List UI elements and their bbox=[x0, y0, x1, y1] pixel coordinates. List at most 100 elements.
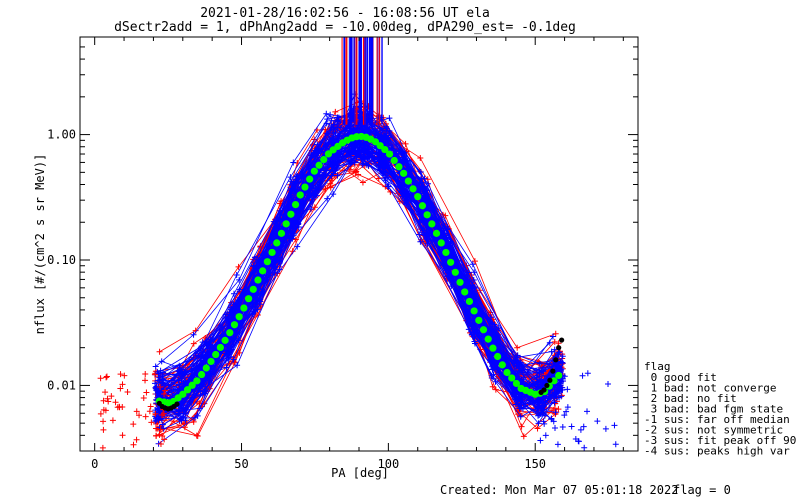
footer-created: Created: Mon Mar 07 05:01:18 2022 bbox=[440, 483, 678, 497]
trace-point bbox=[559, 360, 566, 367]
trace-point bbox=[552, 393, 559, 400]
trace-point bbox=[100, 397, 107, 404]
trace-point bbox=[109, 417, 116, 424]
trace-point bbox=[330, 161, 337, 168]
trace-point bbox=[546, 361, 553, 368]
fit-point bbox=[465, 297, 474, 306]
trace-point bbox=[227, 353, 234, 360]
trace-point bbox=[577, 426, 584, 433]
trace-point bbox=[517, 413, 524, 420]
trace-point bbox=[581, 444, 588, 451]
legend-entry: 3 bad: bad fgm state bbox=[644, 403, 783, 416]
fit-point bbox=[310, 167, 318, 175]
trace-point bbox=[324, 130, 331, 137]
fit-point bbox=[479, 326, 488, 334]
trace-point bbox=[563, 408, 570, 415]
trace-point bbox=[518, 391, 525, 398]
trace-point bbox=[353, 151, 360, 158]
trace-point bbox=[330, 191, 337, 198]
data-layer bbox=[97, 37, 619, 451]
trace-point bbox=[384, 164, 391, 171]
trace-point bbox=[347, 141, 354, 148]
trace-point bbox=[584, 370, 591, 377]
trace-line bbox=[159, 159, 550, 431]
y-axis-label: nflux [#/(cm^2 s sr MeV)] bbox=[33, 154, 47, 335]
trace-point bbox=[153, 386, 160, 393]
trace-point bbox=[287, 235, 294, 242]
trace-point bbox=[151, 371, 158, 378]
trace-point bbox=[551, 346, 558, 353]
trace-point bbox=[231, 290, 238, 297]
trace-point bbox=[97, 375, 104, 382]
trace-point bbox=[548, 415, 555, 422]
trace-point bbox=[152, 425, 159, 432]
trace-point bbox=[295, 221, 302, 228]
y-tick-label: 1.00 bbox=[47, 128, 76, 142]
trace-point bbox=[383, 134, 390, 141]
fit-point bbox=[183, 386, 192, 394]
trace-point bbox=[399, 180, 406, 187]
trace-point bbox=[157, 426, 164, 433]
trace-point bbox=[553, 364, 560, 371]
trace-point bbox=[471, 258, 478, 265]
fit-point bbox=[555, 371, 563, 380]
tail-point bbox=[559, 337, 565, 343]
trace-point bbox=[471, 291, 478, 298]
y-tick-label: 0.10 bbox=[47, 253, 76, 267]
trace-point bbox=[611, 422, 618, 429]
trace-point bbox=[359, 161, 366, 168]
trace-point bbox=[196, 400, 203, 407]
trace-point bbox=[292, 236, 299, 243]
trace-point bbox=[334, 172, 341, 179]
trace-point bbox=[561, 412, 568, 419]
trace-point bbox=[559, 424, 566, 431]
legend-entry: 0 good fit bbox=[644, 371, 717, 384]
legend-entry: 1 bad: not converge bbox=[644, 382, 776, 395]
trace-point bbox=[558, 366, 565, 373]
fit-point bbox=[230, 321, 239, 329]
trace-point bbox=[579, 372, 586, 379]
trace-point bbox=[161, 390, 168, 397]
footer-flag: flag = 0 bbox=[673, 483, 731, 497]
trace-point bbox=[472, 340, 478, 347]
trace-point bbox=[490, 371, 497, 378]
trace-point bbox=[550, 333, 557, 340]
trace-point bbox=[197, 345, 204, 352]
fit-point bbox=[470, 307, 478, 315]
trace-point bbox=[328, 123, 335, 130]
trace-point bbox=[143, 389, 150, 396]
trace-point bbox=[332, 108, 339, 115]
trace-point bbox=[402, 140, 409, 147]
tail-point bbox=[541, 387, 547, 393]
trace-point bbox=[559, 353, 566, 360]
trace-point bbox=[520, 433, 527, 440]
trace-point bbox=[553, 394, 560, 401]
trace-point bbox=[121, 372, 128, 379]
fit-point bbox=[287, 210, 295, 218]
trace-point bbox=[142, 377, 149, 384]
fit-point bbox=[244, 295, 253, 303]
fit-point bbox=[193, 377, 201, 385]
fit-point bbox=[301, 183, 309, 191]
trace-point bbox=[190, 340, 197, 347]
trace-point bbox=[515, 363, 522, 370]
fit-point bbox=[306, 175, 314, 183]
trace-point bbox=[103, 373, 110, 380]
fit-point bbox=[381, 145, 389, 154]
trace-point bbox=[140, 395, 147, 402]
trace-point bbox=[105, 398, 112, 405]
trace-point bbox=[206, 377, 213, 384]
trace-point bbox=[322, 142, 329, 149]
trace-point bbox=[295, 207, 302, 214]
trace-point bbox=[116, 403, 123, 410]
fit-point bbox=[447, 258, 455, 266]
trace-point bbox=[100, 418, 107, 425]
trace-point bbox=[236, 286, 243, 293]
legend-entry: -3 sus: fit peak off 90 bbox=[644, 434, 796, 447]
trace-point bbox=[196, 385, 203, 392]
fit-point bbox=[461, 288, 469, 296]
fit-point bbox=[409, 185, 417, 193]
trace-point bbox=[146, 408, 153, 415]
fit-point bbox=[498, 361, 506, 369]
trace-point bbox=[117, 371, 124, 378]
